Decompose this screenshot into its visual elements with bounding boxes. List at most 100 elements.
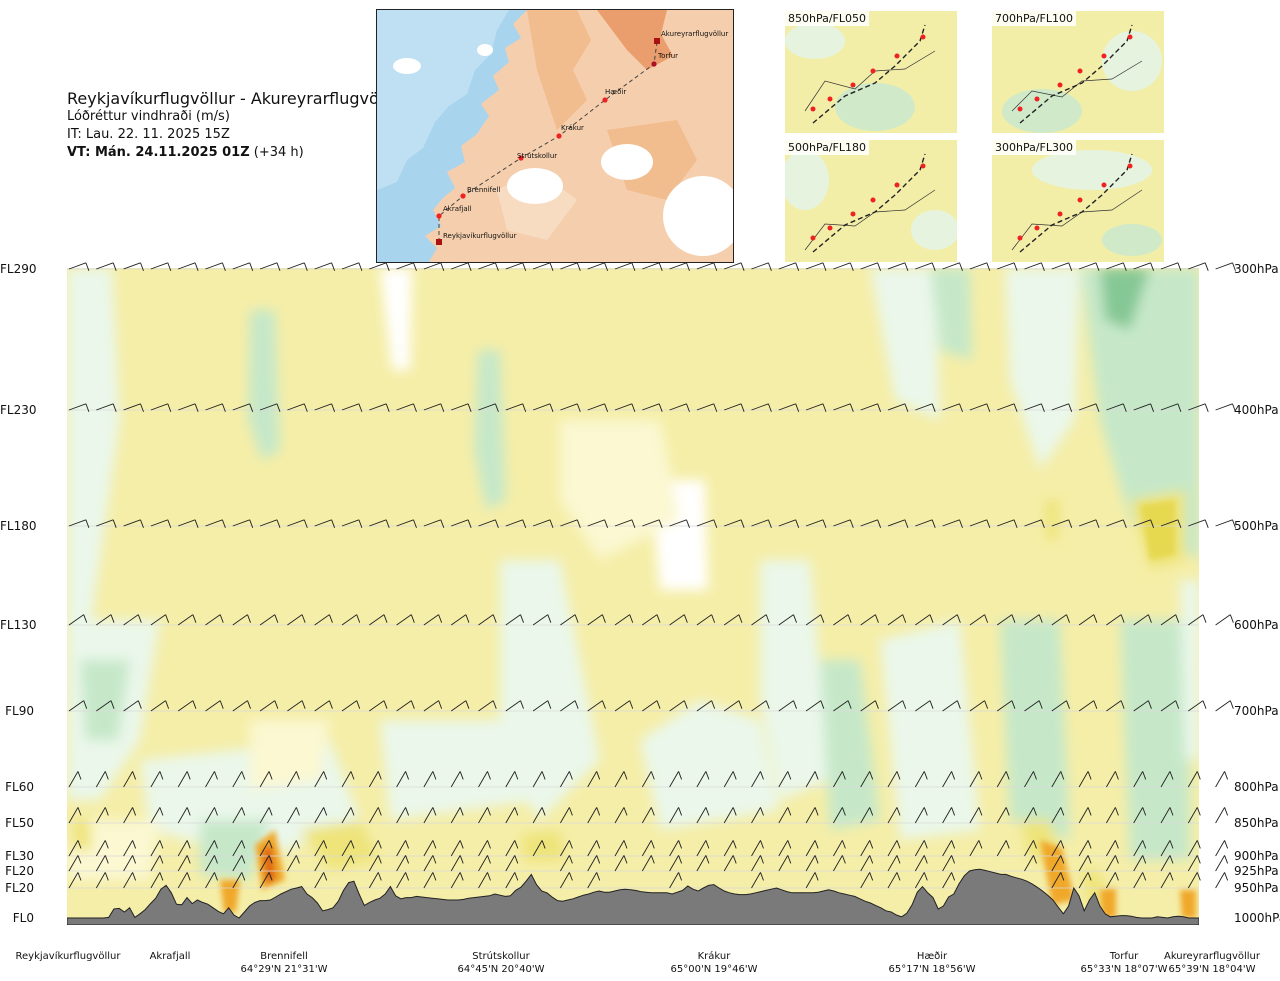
wind-barb — [969, 700, 989, 712]
field-contour — [880, 620, 980, 840]
hotspot — [262, 845, 276, 884]
valid-time: VT: Mán. 24.11.2025 01Z — [67, 145, 250, 160]
wind-barb — [724, 403, 745, 413]
wind-barb — [1051, 855, 1065, 872]
wind-barb — [423, 614, 443, 626]
wind-barb — [341, 614, 361, 626]
wind-barb — [341, 771, 355, 788]
wind-barb — [150, 855, 164, 872]
inset-label: 300hPa/FL300 — [992, 140, 1077, 155]
wind-barb — [560, 807, 573, 824]
wind-barb — [396, 262, 417, 272]
wind-barb — [232, 840, 246, 857]
wind-barb — [532, 771, 546, 788]
wind-barb — [669, 872, 683, 889]
wind-barb — [150, 262, 172, 272]
wind-barb — [996, 807, 1010, 824]
wind-barb — [1106, 700, 1125, 712]
wind-barb — [150, 519, 172, 529]
wind-barb — [969, 771, 983, 788]
wind-barb — [423, 771, 437, 788]
field-contour — [1045, 500, 1060, 540]
wind-barb — [860, 807, 874, 824]
wind-barb — [287, 807, 300, 824]
wind-barb — [232, 700, 251, 712]
wind-barb — [123, 807, 137, 824]
wind-barb — [369, 519, 390, 529]
inset-map-700: 700hPa/FL100 — [992, 11, 1164, 133]
wind-barb — [532, 262, 554, 272]
wind-barb — [1133, 614, 1152, 626]
inset-label: 700hPa/FL100 — [992, 11, 1077, 26]
inset-map-canvas — [785, 11, 957, 133]
wind-barb — [68, 771, 82, 788]
wind-barb — [751, 872, 764, 889]
wind-barb — [287, 700, 306, 712]
wind-barb — [751, 771, 764, 788]
wind-barb — [505, 519, 527, 529]
wind-barb — [1133, 262, 1155, 272]
wind-barb — [696, 519, 718, 529]
wind-barb — [887, 840, 901, 857]
wind-barb — [287, 840, 300, 857]
wind-barb — [833, 614, 852, 626]
wind-barb — [1078, 840, 1092, 857]
wind-barb — [887, 700, 907, 712]
wind-barb — [1188, 614, 1207, 626]
wind-barb — [68, 614, 88, 626]
wind-barb — [314, 807, 328, 824]
wind-barb — [833, 403, 854, 413]
field-contour — [1000, 620, 1070, 840]
wind-barb — [1106, 771, 1119, 788]
flight-level-label: FL50 — [5, 816, 34, 830]
field-contour — [930, 268, 972, 360]
wind-barb — [314, 519, 336, 529]
wind-barb — [1106, 855, 1119, 872]
route-point-marker — [651, 61, 657, 67]
field-contour — [70, 820, 92, 850]
wind-barb — [1160, 771, 1174, 788]
wind-barb — [368, 855, 382, 872]
wind-barb — [942, 807, 956, 824]
wind-barb — [1215, 614, 1234, 626]
wind-barb — [560, 840, 573, 857]
wind-barb — [1024, 855, 1037, 872]
wind-barb — [887, 872, 901, 889]
map-label-brennifell: Brennifell — [467, 186, 501, 194]
route-location-label: Akureyrarflugvöllur 65°39'N 18°04'W — [1163, 951, 1260, 975]
field-contour — [80, 660, 130, 740]
wind-barb — [969, 614, 989, 626]
pressure-level-label: 1000hPa — [1234, 911, 1280, 925]
wind-barb — [314, 872, 328, 889]
field-contour — [250, 720, 330, 790]
wind-barb — [1106, 807, 1119, 824]
wind-barb — [150, 700, 170, 712]
field-contour — [380, 720, 540, 820]
flight-level-label: FL130 — [0, 618, 37, 632]
issue-time: IT: Lau. 22. 11. 2025 15Z — [67, 127, 230, 142]
wind-barb — [860, 262, 882, 272]
terrain-profile — [67, 868, 1199, 925]
wind-barb — [532, 840, 546, 857]
wind-barb — [560, 700, 579, 712]
wind-barb — [669, 855, 683, 872]
field-contour — [1100, 268, 1150, 330]
pressure-level-label: 700hPa — [1234, 704, 1279, 718]
wind-barb — [997, 519, 1018, 529]
route-location-label: Akrafjall — [149, 951, 191, 962]
field-contour — [248, 310, 280, 460]
wind-barb — [587, 262, 609, 272]
wind-barb — [587, 807, 601, 824]
wind-barb — [68, 700, 88, 712]
wind-barb — [1106, 403, 1127, 413]
wind-barb — [751, 614, 770, 626]
wind-barb — [341, 262, 363, 272]
wind-barb — [123, 519, 144, 529]
wind-barb — [1160, 403, 1182, 413]
wind-barb — [778, 840, 792, 857]
wind-barb — [641, 807, 655, 824]
route-location-label: Krákur 65°00'N 19°46'W — [670, 951, 758, 975]
wind-barb — [1187, 872, 1201, 889]
wind-barb — [1215, 771, 1229, 788]
flight-level-label: FL0 — [12, 911, 34, 925]
